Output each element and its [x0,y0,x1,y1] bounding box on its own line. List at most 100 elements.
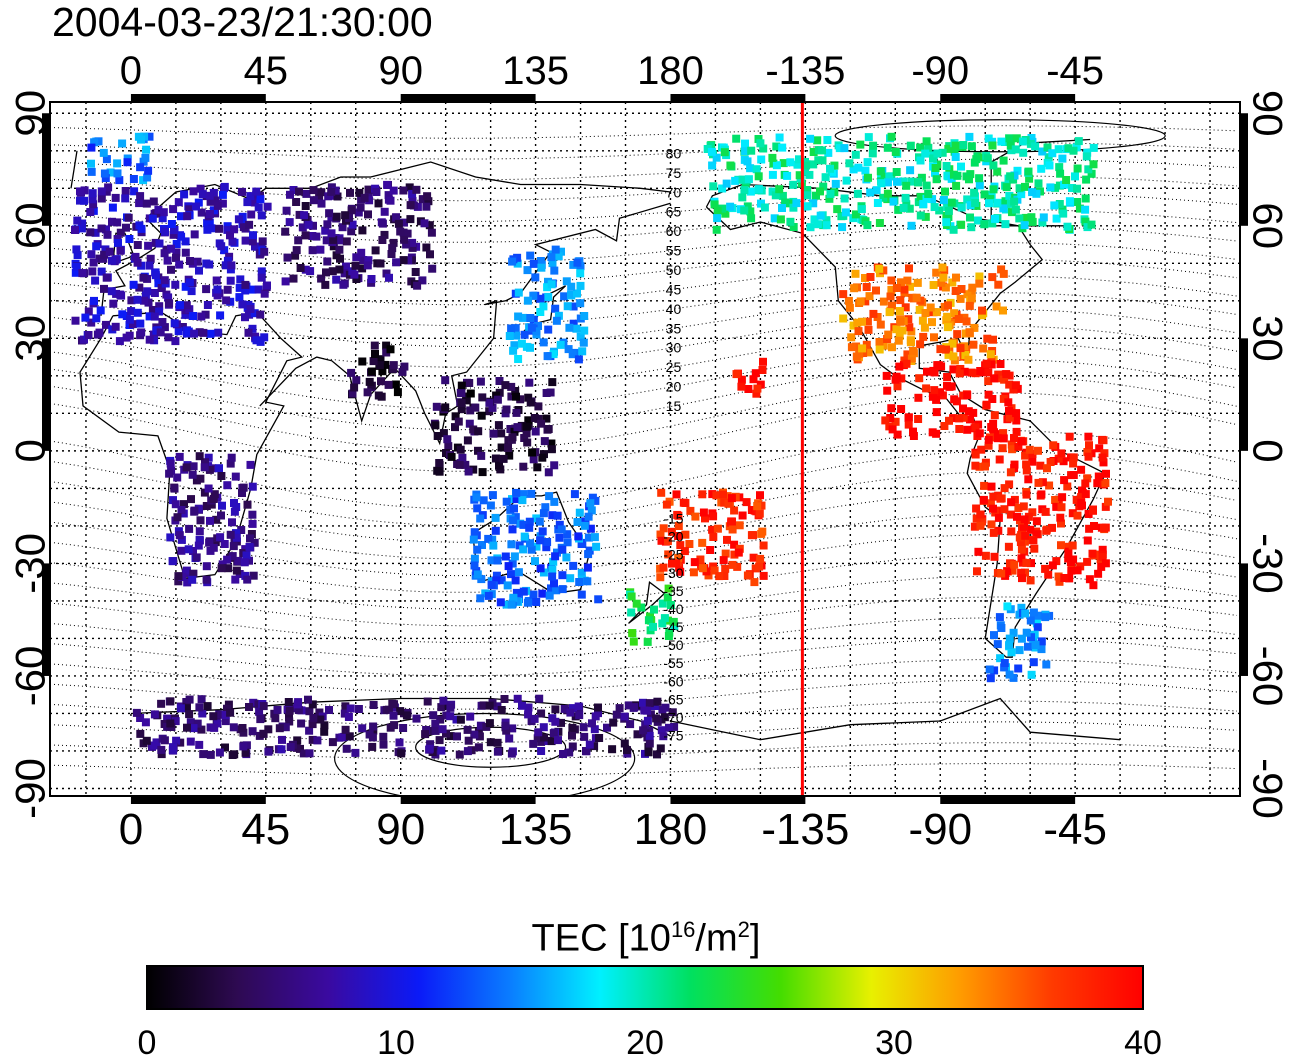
tec-pixel [660,614,669,623]
tec-pixel [510,427,519,436]
tec-pixel [706,546,715,554]
tec-pixel [464,736,473,745]
tec-pixel [1029,536,1038,545]
tec-pixel [431,719,440,728]
tec-pixel [989,528,998,537]
tec-pixel [813,220,822,229]
tec-pixel [113,218,122,227]
tec-pixel [580,521,589,530]
tec-pixel [172,736,181,745]
tec-pixel [866,188,875,197]
tec-pixel [474,743,483,752]
tec-pixel [180,190,189,199]
tec-pixel [142,199,151,208]
tec-pixel [257,273,266,282]
tec-pixel [1060,180,1069,189]
tec-pixel [155,302,164,311]
tec-pixel [1042,526,1051,535]
tec-pixel [374,199,383,208]
tec-pixel [1011,145,1020,154]
tec-pixel [202,562,211,571]
tec-pixel [524,710,533,719]
contour-label: 45 [666,281,682,297]
tec-pixel [895,362,904,371]
tec-pixel [185,695,194,704]
tec-pixel [547,253,556,262]
tec-pixel [100,169,109,178]
tec-pixel [216,710,225,719]
tec-pixel [535,694,544,703]
tec-pixel [154,279,163,288]
tec-pixel [524,416,533,425]
tec-pixel [422,726,431,734]
tec-pixel [993,640,1002,649]
contour-label: 20 [666,379,682,395]
tec-pixel [383,180,392,189]
tec-pixel [382,348,391,357]
tec-pixel [896,296,905,305]
tec-pixel [963,290,972,299]
tec-pixel [390,700,398,709]
tec-pixel [404,256,413,265]
tec-pixel [1082,175,1091,184]
tec-pixel [984,435,993,444]
tec-pixel [141,291,150,300]
tec-pixel [359,256,368,264]
tec-pixel [545,591,554,600]
tec-pixel [394,219,403,228]
tec-pixel [165,469,174,478]
tec-pixel [493,556,502,565]
tec-pixel [863,158,872,167]
tec-pixel [1081,205,1090,214]
tec-pixel [875,264,884,273]
tec-pixel [539,568,548,577]
tec-pixel [127,307,136,316]
tec-pixel [332,212,341,221]
tec-pixel [930,386,939,395]
tec-pixel [574,532,583,541]
tec-pixel [342,262,350,271]
tec-pixel [543,352,552,361]
tec-pixel [833,205,842,214]
tec-pixel [1083,557,1092,566]
tec-pixel [94,137,103,146]
tec-pixel [475,732,484,741]
tec-pixel [721,209,730,218]
tec-pixel [578,538,587,547]
tec-pixel [201,458,209,467]
tec-pixel [576,332,585,341]
tec-pixel [206,750,215,759]
tec-pixel [1065,197,1074,206]
tec-pixel [657,536,666,545]
tec-pixel [826,189,835,198]
tec-pixel [499,454,508,463]
tec-pixel [1020,221,1029,230]
tec-pixel [838,223,847,232]
tec-pixel [930,333,938,342]
tec-pixel [999,269,1008,278]
right-lat-tick-label: 30 [1244,315,1291,362]
tec-pixel [592,542,601,551]
tec-pixel [943,171,952,180]
tec-pixel [562,277,571,286]
tec-pixel [388,244,397,253]
bottom-lon-tick-label: 90 [376,805,425,854]
top-axis-bar-segment [670,94,806,102]
tec-pixel [537,263,546,272]
tec-pixel [883,143,892,152]
tec-pixel [1024,642,1032,651]
tec-pixel [922,194,931,203]
tec-pixel [145,132,154,141]
tec-pixel [719,556,728,565]
tec-pixel [200,488,209,497]
tec-pixel [100,284,108,293]
contour-label: 15 [666,398,682,414]
tec-pixel [887,285,896,294]
tec-pixel [402,711,411,720]
tec-pixel [547,445,556,454]
tec-pixel [328,267,337,276]
tec-pixel [484,534,493,543]
tec-pixel [507,382,516,391]
tec-pixel [125,315,134,324]
tec-pixel [534,728,543,737]
